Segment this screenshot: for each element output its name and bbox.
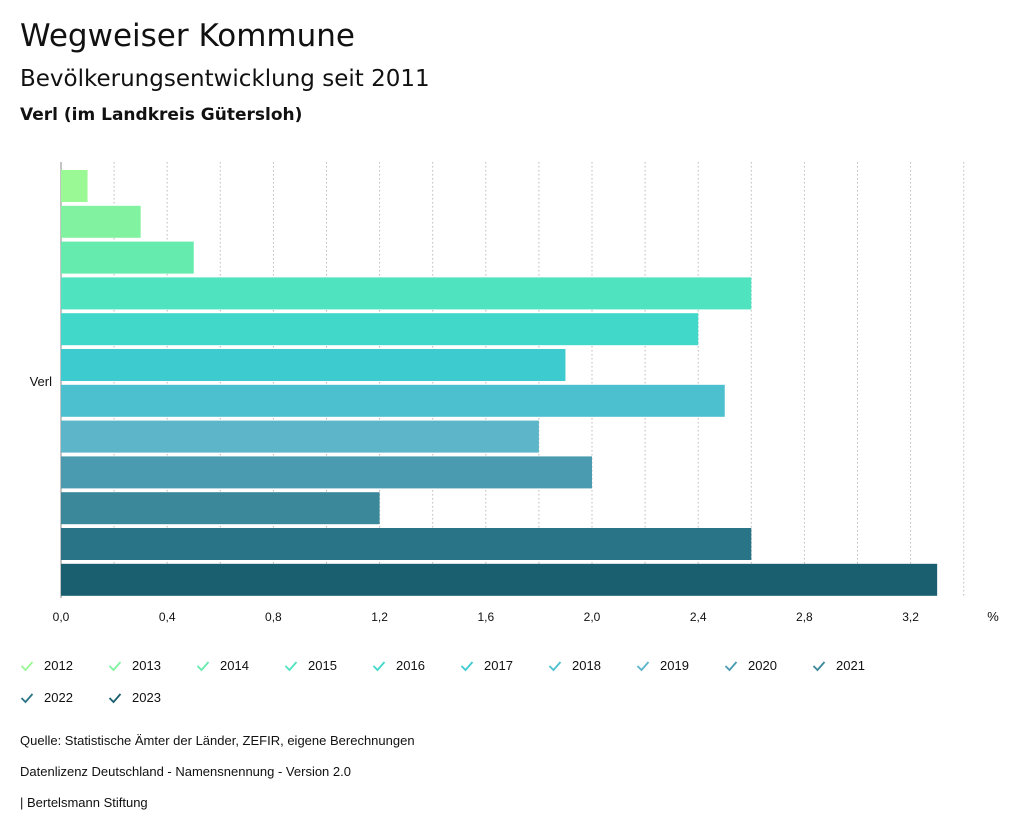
check-icon xyxy=(636,660,650,671)
chart-subtitle: Bevölkerungsentwicklung seit 2011 xyxy=(20,66,430,92)
legend-label: 2012 xyxy=(44,658,73,673)
bar-2015[interactable] xyxy=(61,277,752,310)
bar-2012[interactable] xyxy=(61,170,88,202)
bars xyxy=(61,170,938,596)
check-icon xyxy=(460,660,474,671)
legend-label: 2018 xyxy=(572,658,601,673)
x-tick-label: 1,2 xyxy=(371,610,388,624)
legend-label: 2015 xyxy=(308,658,337,673)
check-icon xyxy=(20,660,34,671)
bar-2020[interactable] xyxy=(61,456,592,489)
bar-2013[interactable] xyxy=(61,205,141,238)
check-icon xyxy=(724,660,738,671)
legend-item-2012[interactable]: 2012 xyxy=(20,658,73,673)
x-tick-label: 0,0 xyxy=(53,610,70,624)
bar-2017[interactable] xyxy=(61,349,566,381)
legend-item-2020[interactable]: 2020 xyxy=(724,658,777,673)
check-icon xyxy=(20,692,34,703)
x-tick-label: 0,4 xyxy=(159,610,176,624)
check-icon xyxy=(548,660,562,671)
legend-label: 2014 xyxy=(220,658,249,673)
legend-item-2018[interactable]: 2018 xyxy=(548,658,601,673)
legend-item-2019[interactable]: 2019 xyxy=(636,658,689,673)
legend-item-2023[interactable]: 2023 xyxy=(108,690,161,705)
legend-item-2022[interactable]: 2022 xyxy=(20,690,73,705)
legend-label: 2021 xyxy=(836,658,865,673)
legend-item-2021[interactable]: 2021 xyxy=(812,658,865,673)
bar-2019[interactable] xyxy=(61,420,539,453)
publisher-note: | Bertelsmann Stiftung xyxy=(20,795,148,810)
license-note: Datenlizenz Deutschland - Namensnennung … xyxy=(20,764,351,779)
x-tick-label: 3,2 xyxy=(902,610,919,624)
legend-item-2017[interactable]: 2017 xyxy=(460,658,513,673)
x-tick-label: 2,4 xyxy=(690,610,707,624)
legend-label: 2017 xyxy=(484,658,513,673)
category-label: Verl xyxy=(30,374,53,389)
bar-2016[interactable] xyxy=(61,313,699,346)
legend-item-2015[interactable]: 2015 xyxy=(284,658,337,673)
x-tick-label: 0,8 xyxy=(265,610,282,624)
check-icon xyxy=(372,660,386,671)
legend-label: 2016 xyxy=(396,658,425,673)
legend-label: 2019 xyxy=(660,658,689,673)
check-icon xyxy=(812,660,826,671)
source-note: Quelle: Statistische Ämter der Länder, Z… xyxy=(20,733,415,748)
legend-label: 2023 xyxy=(132,690,161,705)
x-axis-ticks: 0,0 0,4 0,8 1,2 1,6 2,0 2,4 2,8 3,2 xyxy=(53,610,920,624)
check-icon xyxy=(196,660,210,671)
bar-2014[interactable] xyxy=(61,241,194,274)
bar-2018[interactable] xyxy=(61,384,725,417)
check-icon xyxy=(108,692,122,703)
bar-2023[interactable] xyxy=(61,563,938,596)
x-tick-label: 2,0 xyxy=(584,610,601,624)
region-label: Verl (im Landkreis Gütersloh) xyxy=(20,105,303,125)
x-axis-unit-label: % xyxy=(987,609,999,624)
legend-item-2013[interactable]: 2013 xyxy=(108,658,161,673)
bar-2021[interactable] xyxy=(61,492,380,525)
x-tick-label: 1,6 xyxy=(477,610,494,624)
legend-label: 2022 xyxy=(44,690,73,705)
check-icon xyxy=(108,660,122,671)
page-title: Wegweiser Kommune xyxy=(20,18,355,54)
legend-item-2014[interactable]: 2014 xyxy=(196,658,249,673)
check-icon xyxy=(284,660,298,671)
bar-2022[interactable] xyxy=(61,528,752,560)
legend-item-2016[interactable]: 2016 xyxy=(372,658,425,673)
x-tick-label: 2,8 xyxy=(796,610,813,624)
legend-label: 2020 xyxy=(748,658,777,673)
legend-label: 2013 xyxy=(132,658,161,673)
